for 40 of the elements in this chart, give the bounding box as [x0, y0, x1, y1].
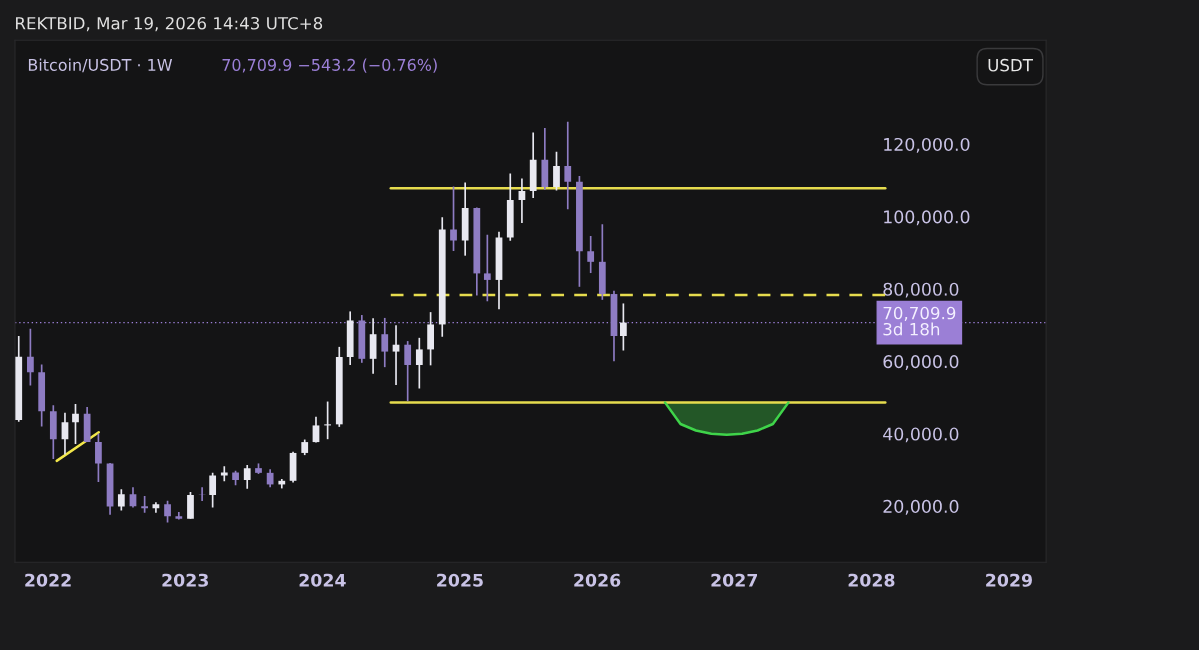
- candlestick: [324, 400, 332, 441]
- candlestick: [95, 432, 102, 483]
- candlestick: [72, 403, 79, 445]
- candlestick: [587, 235, 595, 274]
- y-tick-label: 120,000.0: [884, 137, 970, 153]
- candlestick: [415, 336, 423, 390]
- y-tick-label: 60,000.0: [883, 355, 959, 370]
- x-tick-label: 2022: [25, 573, 71, 587]
- candlestick: [187, 491, 194, 520]
- candlestick: [266, 468, 274, 489]
- candlestick: [404, 340, 412, 403]
- text: REKTBID, Mar 19, 2026 14:43 UTC+8: [16, 16, 323, 32]
- candlestick: [27, 327, 34, 387]
- annotation: USDT: [988, 58, 1033, 72]
- x-tick-label: 2025: [437, 573, 483, 587]
- candlestick: [553, 150, 560, 192]
- text: 70,709.9 −543.2 (−0.76%): [222, 58, 437, 73]
- x-tick-label: 2028: [848, 573, 895, 587]
- candlestick: [117, 488, 125, 512]
- candlestick: [564, 120, 572, 211]
- y-tick-label: 40,000.0: [883, 427, 959, 443]
- y-tick-label: 100,000.0: [884, 210, 970, 226]
- ref-line-label: 70,709.9 3d 18h: [883, 306, 956, 336]
- candlestick: [220, 465, 228, 483]
- text: Bitcoin/USDT · 1W: [28, 58, 173, 73]
- candlestick: [209, 472, 217, 509]
- candlestick: [312, 415, 320, 444]
- x-tick-label: 2026: [574, 573, 621, 587]
- candlestick: [619, 302, 627, 352]
- candlestick: [381, 317, 389, 368]
- candlestick: [483, 233, 491, 303]
- x-tick-label: 2024: [299, 573, 346, 587]
- candlestick: [243, 464, 251, 490]
- x-tick-label: 2029: [986, 573, 1032, 587]
- candlestick: [450, 185, 457, 252]
- x-tick-label: 2027: [711, 573, 758, 587]
- y-tick-label: 20,000.0: [883, 499, 959, 515]
- x-tick-label: 2023: [162, 573, 208, 587]
- candlestick: [164, 499, 171, 524]
- y-tick-label: 80,000.0: [883, 282, 959, 298]
